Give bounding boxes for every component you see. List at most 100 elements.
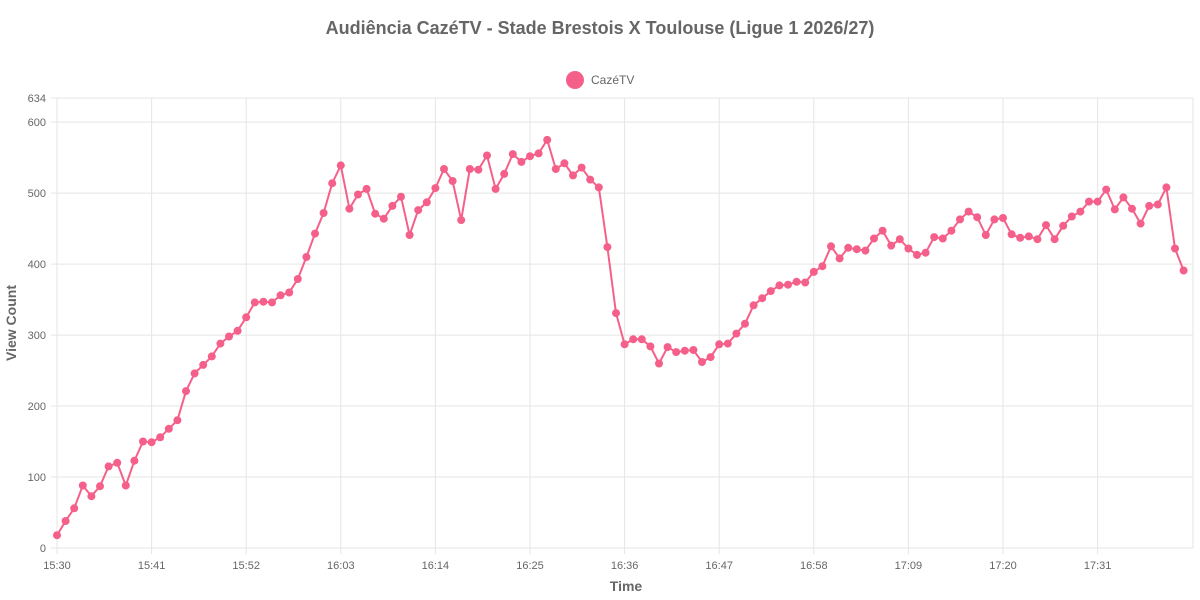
data-point[interactable] [543, 135, 552, 144]
data-point[interactable] [354, 190, 362, 199]
data-point[interactable] [164, 424, 173, 433]
data-point[interactable] [199, 360, 208, 369]
data-point[interactable] [723, 339, 732, 348]
data-point[interactable] [78, 481, 87, 490]
data-point[interactable] [612, 309, 620, 318]
data-point[interactable] [388, 201, 397, 210]
data-point[interactable] [672, 348, 681, 357]
data-point[interactable] [328, 179, 337, 188]
data-point[interactable] [904, 244, 913, 253]
data-point[interactable] [1145, 201, 1154, 210]
data-point[interactable] [311, 229, 319, 238]
data-point[interactable] [336, 161, 345, 170]
data-point[interactable] [801, 278, 810, 287]
data-point[interactable] [259, 297, 268, 306]
data-point[interactable] [53, 531, 61, 540]
data-point[interactable] [70, 504, 79, 513]
data-point[interactable] [121, 481, 130, 490]
data-point[interactable] [190, 369, 199, 378]
data-point[interactable] [620, 340, 629, 349]
data-point[interactable] [878, 226, 887, 235]
data-point[interactable] [1085, 197, 1093, 206]
data-point[interactable] [526, 152, 534, 161]
data-point[interactable] [465, 165, 474, 173]
data-point[interactable] [594, 183, 603, 192]
data-point[interactable] [1136, 219, 1145, 228]
data-point[interactable] [973, 213, 982, 222]
data-point[interactable] [1016, 233, 1025, 242]
data-point[interactable] [1110, 205, 1119, 214]
data-point[interactable] [999, 214, 1007, 222]
data-point[interactable] [440, 165, 448, 173]
data-point[interactable] [302, 253, 311, 261]
data-point[interactable] [861, 246, 870, 255]
data-point[interactable] [422, 198, 431, 207]
data-point[interactable] [921, 248, 930, 257]
data-point[interactable] [663, 343, 672, 352]
data-point[interactable] [637, 335, 646, 344]
data-point[interactable] [1059, 221, 1068, 230]
data-point[interactable] [646, 342, 655, 351]
data-point[interactable] [130, 456, 139, 465]
data-point[interactable] [268, 298, 276, 307]
data-point[interactable] [741, 319, 749, 328]
data-point[interactable] [990, 215, 999, 224]
data-point[interactable] [147, 438, 156, 447]
data-point[interactable] [431, 184, 440, 193]
data-point[interactable] [397, 192, 405, 201]
data-point[interactable] [293, 275, 302, 283]
data-point[interactable] [603, 243, 612, 252]
data-point[interactable] [233, 326, 242, 335]
data-point[interactable] [483, 151, 491, 160]
data-point[interactable] [930, 233, 939, 242]
data-point[interactable] [285, 288, 294, 297]
data-point[interactable] [689, 346, 698, 354]
data-point[interactable] [732, 329, 741, 338]
data-point[interactable] [852, 245, 861, 254]
data-point[interactable] [887, 241, 896, 250]
data-point[interactable] [947, 226, 956, 235]
data-point[interactable] [345, 204, 354, 213]
data-point[interactable] [225, 332, 233, 341]
data-point[interactable] [569, 171, 577, 180]
data-point[interactable] [319, 209, 328, 217]
data-point[interactable] [1102, 185, 1111, 194]
data-point[interactable] [827, 242, 835, 251]
data-point[interactable] [517, 157, 526, 166]
data-point[interactable] [715, 340, 724, 349]
data-point[interactable] [981, 231, 990, 239]
data-point[interactable] [870, 234, 878, 243]
data-point[interactable] [1128, 204, 1136, 213]
data-point[interactable] [706, 353, 715, 362]
data-point[interactable] [809, 267, 818, 276]
data-point[interactable] [156, 433, 165, 442]
data-point[interactable] [577, 163, 586, 172]
data-point[interactable] [784, 280, 792, 289]
data-point[interactable] [104, 462, 113, 471]
data-point[interactable] [414, 206, 423, 215]
data-point[interactable] [551, 165, 560, 173]
data-point[interactable] [457, 216, 466, 225]
data-point[interactable] [956, 215, 964, 224]
data-point[interactable] [87, 492, 96, 501]
data-point[interactable] [655, 359, 663, 368]
data-point[interactable] [586, 175, 595, 184]
data-point[interactable] [1007, 230, 1016, 239]
data-point[interactable] [1067, 212, 1076, 221]
data-point[interactable] [1153, 200, 1162, 209]
data-point[interactable] [775, 281, 784, 290]
data-point[interactable] [173, 416, 182, 425]
data-point[interactable] [534, 149, 543, 158]
data-point[interactable] [758, 294, 767, 303]
data-point[interactable] [474, 165, 483, 174]
data-point[interactable] [113, 458, 122, 467]
data-point[interactable] [1076, 207, 1085, 216]
data-point[interactable] [1093, 197, 1102, 206]
data-point[interactable] [207, 352, 216, 361]
data-point[interactable] [1162, 183, 1171, 192]
data-point[interactable] [139, 437, 147, 446]
data-point[interactable] [1042, 221, 1050, 230]
data-point[interactable] [629, 335, 638, 344]
data-point[interactable] [560, 159, 569, 168]
data-point[interactable] [1024, 232, 1033, 241]
